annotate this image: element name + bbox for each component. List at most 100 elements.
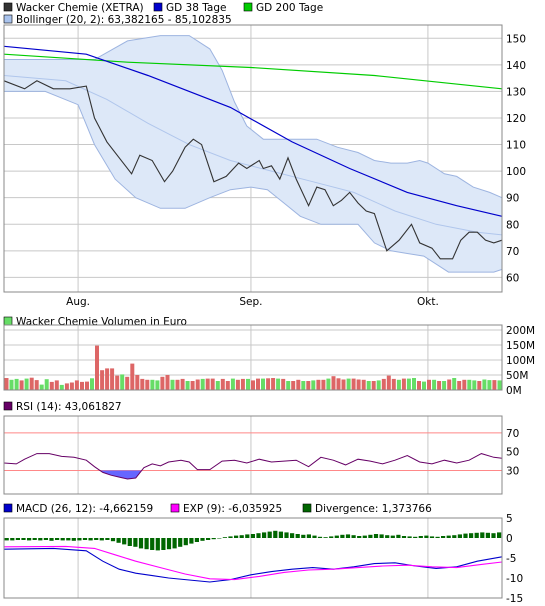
volume-bar — [85, 381, 89, 390]
bollinger-lower-line — [4, 90, 503, 273]
volume-bar — [371, 381, 376, 390]
divergence-bar — [144, 538, 149, 550]
divergence-bar — [110, 538, 116, 542]
volume-bar — [120, 374, 125, 390]
divergence-bar — [435, 536, 440, 538]
volume-bar — [165, 375, 170, 390]
divergence-bar — [206, 538, 211, 540]
volume-bar — [336, 378, 341, 390]
divergence-bar — [82, 538, 88, 540]
divergence-bar — [245, 534, 250, 538]
volume-bar — [376, 380, 381, 390]
volume-bar — [261, 378, 265, 390]
volume-bar — [175, 379, 180, 390]
volume-bar — [54, 380, 59, 390]
volume-bar — [155, 380, 160, 390]
divergence-bar — [485, 532, 490, 538]
price-tick-label: 150 — [506, 33, 526, 45]
panel-frame — [3, 324, 503, 391]
volume-bar — [391, 378, 396, 390]
volume-tick-label: 100M — [506, 355, 535, 367]
volume-bar — [49, 381, 54, 390]
divergence-bar — [234, 535, 239, 538]
volume-bar — [14, 378, 19, 390]
divergence-bar — [418, 536, 423, 538]
volume-bar — [366, 381, 371, 390]
volume-bar — [321, 379, 326, 390]
macd-tick-label: 0 — [506, 533, 513, 545]
legend-label: Divergence: 1,373766 — [315, 503, 432, 515]
volume-bar — [130, 363, 135, 390]
volume-panel: Wacker Chemie Volumen in Euro 0M 50M 100M 15… — [3, 316, 535, 397]
divergence-bar — [43, 538, 48, 540]
price-tick-label: 130 — [506, 86, 526, 98]
panel-frame — [3, 24, 503, 293]
volume-bar — [185, 381, 190, 390]
volume-bar — [69, 382, 74, 390]
volume-tick-label: 150M — [506, 340, 535, 352]
divergence-bar — [228, 536, 233, 538]
volume-bar — [316, 379, 321, 390]
volume-tick-label: 50M — [506, 370, 528, 382]
divergence-bar — [55, 538, 60, 540]
divergence-bar — [49, 538, 54, 541]
divergence-bar — [373, 534, 379, 538]
divergence-bar — [256, 533, 261, 538]
divergence-bar — [317, 536, 323, 538]
legend-swatch — [302, 503, 312, 513]
volume-bar — [447, 379, 452, 390]
divergence-bar — [424, 535, 429, 538]
rsi-tick-label: 70 — [506, 428, 519, 440]
divergence-bar — [469, 533, 474, 538]
divergence-bar — [452, 535, 457, 538]
volume-bar — [246, 378, 250, 390]
legend-swatch — [153, 2, 163, 12]
volume-bar — [240, 378, 245, 390]
volume-bar — [24, 378, 29, 390]
volume-bar — [306, 381, 311, 390]
rsi-oversold-fill — [100, 470, 142, 479]
volume-bar — [220, 378, 225, 390]
legend-swatch — [243, 2, 253, 12]
divergence-bar — [178, 538, 183, 547]
volume-bar — [401, 378, 406, 390]
divergence-bar — [306, 534, 311, 538]
divergence-bar — [27, 538, 32, 541]
divergence-bar — [166, 538, 172, 550]
volume-bar — [59, 384, 64, 390]
price-legend: Wacker Chemie (XETRA) GD 38 Tage GD 200 Ta… — [3, 2, 323, 26]
volume-bar — [462, 379, 467, 390]
volume-bar — [356, 379, 361, 390]
divergence-bar — [463, 533, 468, 538]
legend-swatch — [3, 401, 13, 411]
volume-bar — [160, 376, 165, 390]
volume-bar — [64, 383, 69, 390]
divergence-bar — [474, 532, 479, 538]
month-label: Aug. — [66, 296, 90, 308]
macd-tick-label: -5 — [506, 553, 516, 565]
rsi-line — [3, 453, 503, 480]
volume-bar — [341, 379, 346, 390]
legend-label: GD 38 Tage — [166, 2, 227, 14]
divergence-bar — [441, 536, 446, 538]
divergence-bar — [480, 532, 485, 538]
volume-bar — [482, 379, 487, 390]
volume-bar — [9, 379, 14, 390]
divergence-bar — [301, 534, 306, 538]
volume-tick-label: 0M — [506, 385, 522, 397]
divergence-bar — [239, 535, 244, 538]
volume-bar — [44, 379, 49, 390]
volume-bar — [432, 379, 437, 390]
legend-label: GD 200 Tage — [256, 2, 323, 14]
gd38-line — [3, 45, 503, 217]
volume-bar — [95, 345, 99, 390]
volume-tick-label: 200M — [506, 325, 535, 337]
divergence-bar — [88, 538, 93, 541]
volume-bar — [457, 381, 462, 390]
legend-label: EXP (9): -6,035925 — [183, 503, 282, 515]
divergence-bar — [32, 538, 37, 540]
rsi-tick-label: 50 — [506, 447, 519, 459]
month-label: Sep. — [239, 296, 262, 308]
divergence-bar — [413, 536, 418, 538]
